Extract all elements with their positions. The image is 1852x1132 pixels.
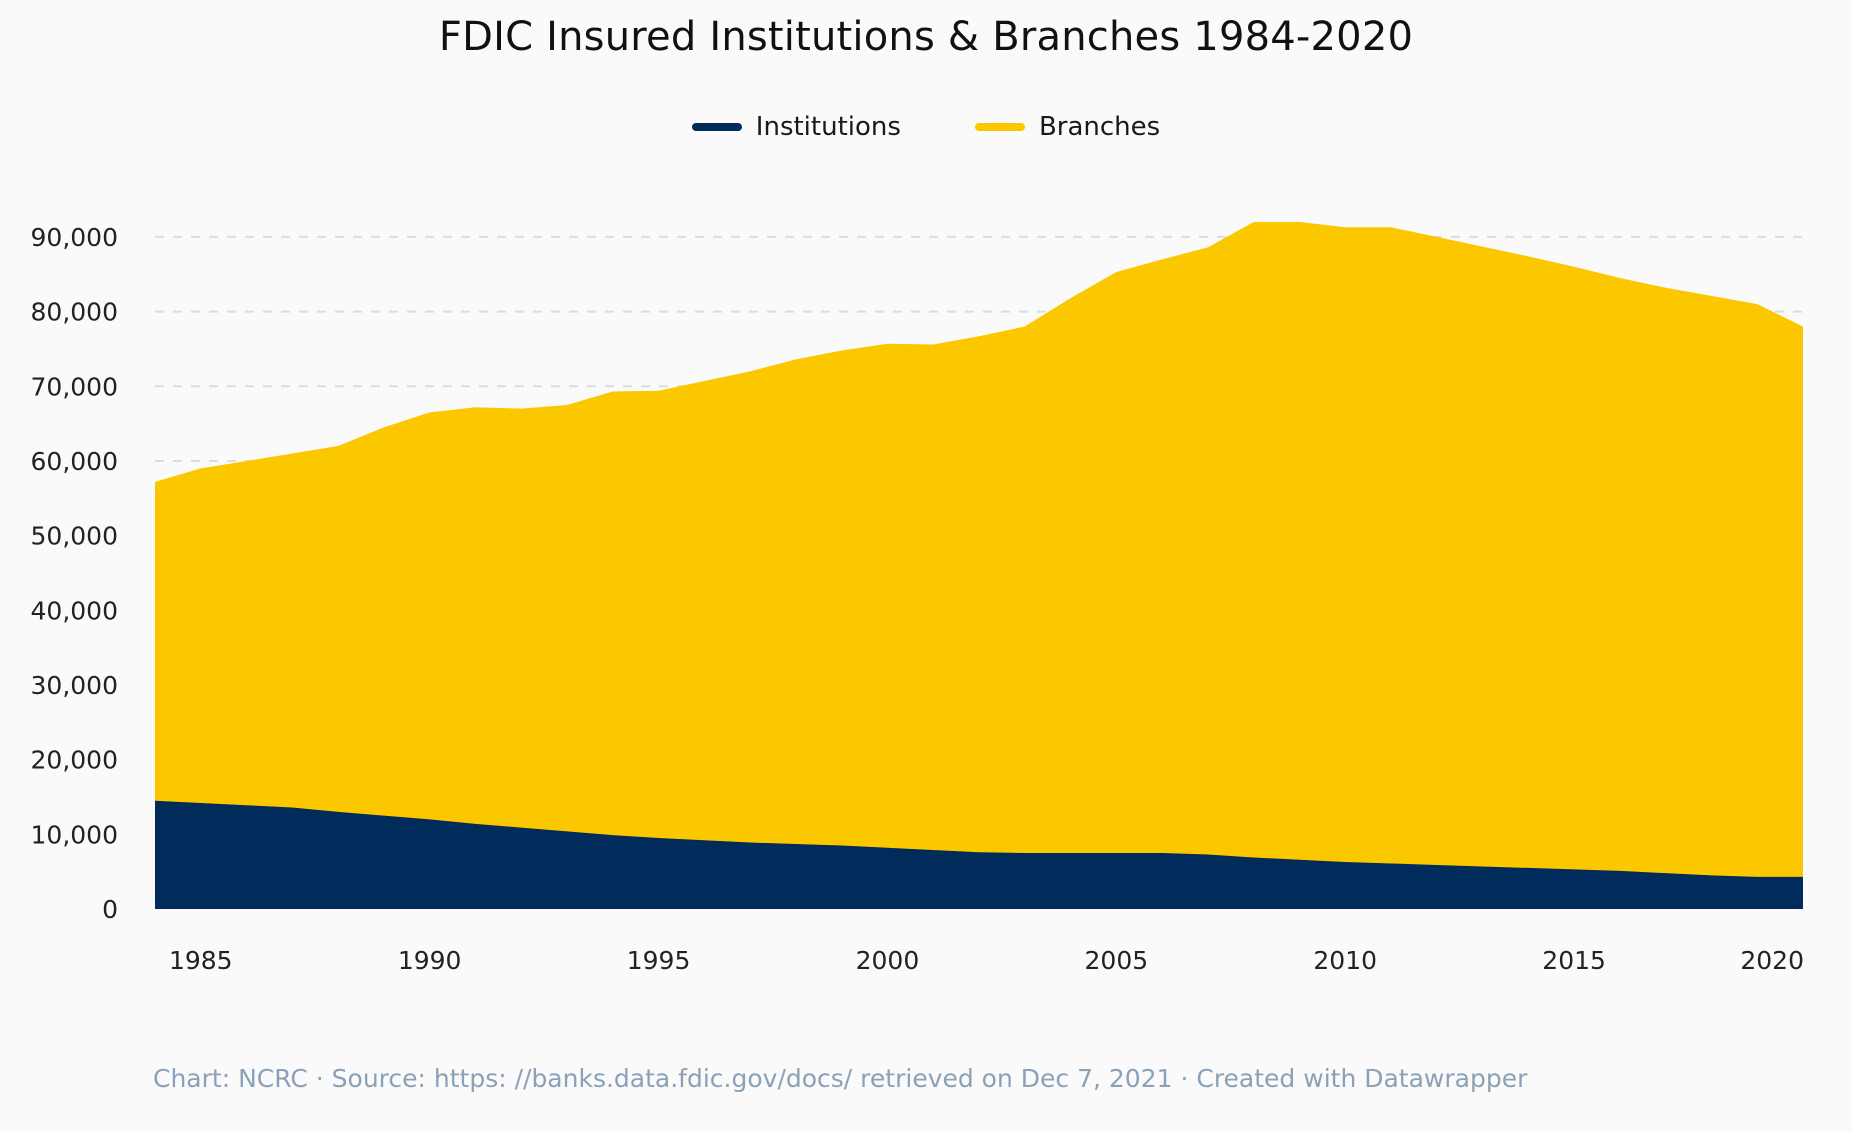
legend-swatch-institutions bbox=[691, 123, 742, 131]
y-tick-label: 60,000 bbox=[31, 447, 118, 476]
chart-footer: Chart: NCRC · Source: https: //banks.dat… bbox=[153, 1064, 1528, 1093]
x-tick-label: 2010 bbox=[1313, 946, 1377, 975]
x-axis-ticks: 1985 1990 1995 2000 2005 2010 2015 2020 bbox=[169, 946, 1804, 975]
area-institutions bbox=[155, 800, 1803, 909]
area-series bbox=[155, 222, 1803, 909]
x-tick-label: 2005 bbox=[1085, 946, 1149, 975]
legend: Institutions Branches bbox=[0, 112, 1852, 142]
x-tick-label: 1985 bbox=[169, 946, 233, 975]
y-tick-label: 0 bbox=[102, 895, 118, 924]
legend-label-branches: Branches bbox=[1038, 112, 1161, 142]
y-tick-label: 80,000 bbox=[31, 298, 118, 327]
y-tick-label: 70,000 bbox=[31, 372, 118, 401]
y-tick-label: 90,000 bbox=[31, 223, 118, 252]
chart-title: FDIC Insured Institutions & Branches 198… bbox=[438, 14, 1414, 60]
y-tick-label: 50,000 bbox=[31, 522, 118, 551]
x-tick-label: 2020 bbox=[1740, 946, 1804, 975]
x-tick-label: 2000 bbox=[856, 946, 920, 975]
y-axis-ticks: 0 10,000 20,000 30,000 40,000 50,000 60,000 70,… bbox=[31, 223, 118, 924]
legend-item-institutions: Institutions bbox=[691, 112, 901, 142]
x-tick-label: 1995 bbox=[627, 946, 691, 975]
legend-label-institutions: Institutions bbox=[755, 112, 901, 142]
x-tick-label: 2015 bbox=[1542, 946, 1606, 975]
area-branches bbox=[155, 222, 1803, 909]
y-tick-label: 40,000 bbox=[31, 596, 118, 625]
legend-swatch-branches bbox=[974, 123, 1025, 131]
y-tick-label: 10,000 bbox=[31, 820, 118, 849]
y-tick-label: 30,000 bbox=[31, 671, 118, 700]
y-tick-label: 20,000 bbox=[31, 746, 118, 775]
x-tick-label: 1990 bbox=[398, 946, 462, 975]
legend-item-branches: Branches bbox=[974, 112, 1161, 142]
